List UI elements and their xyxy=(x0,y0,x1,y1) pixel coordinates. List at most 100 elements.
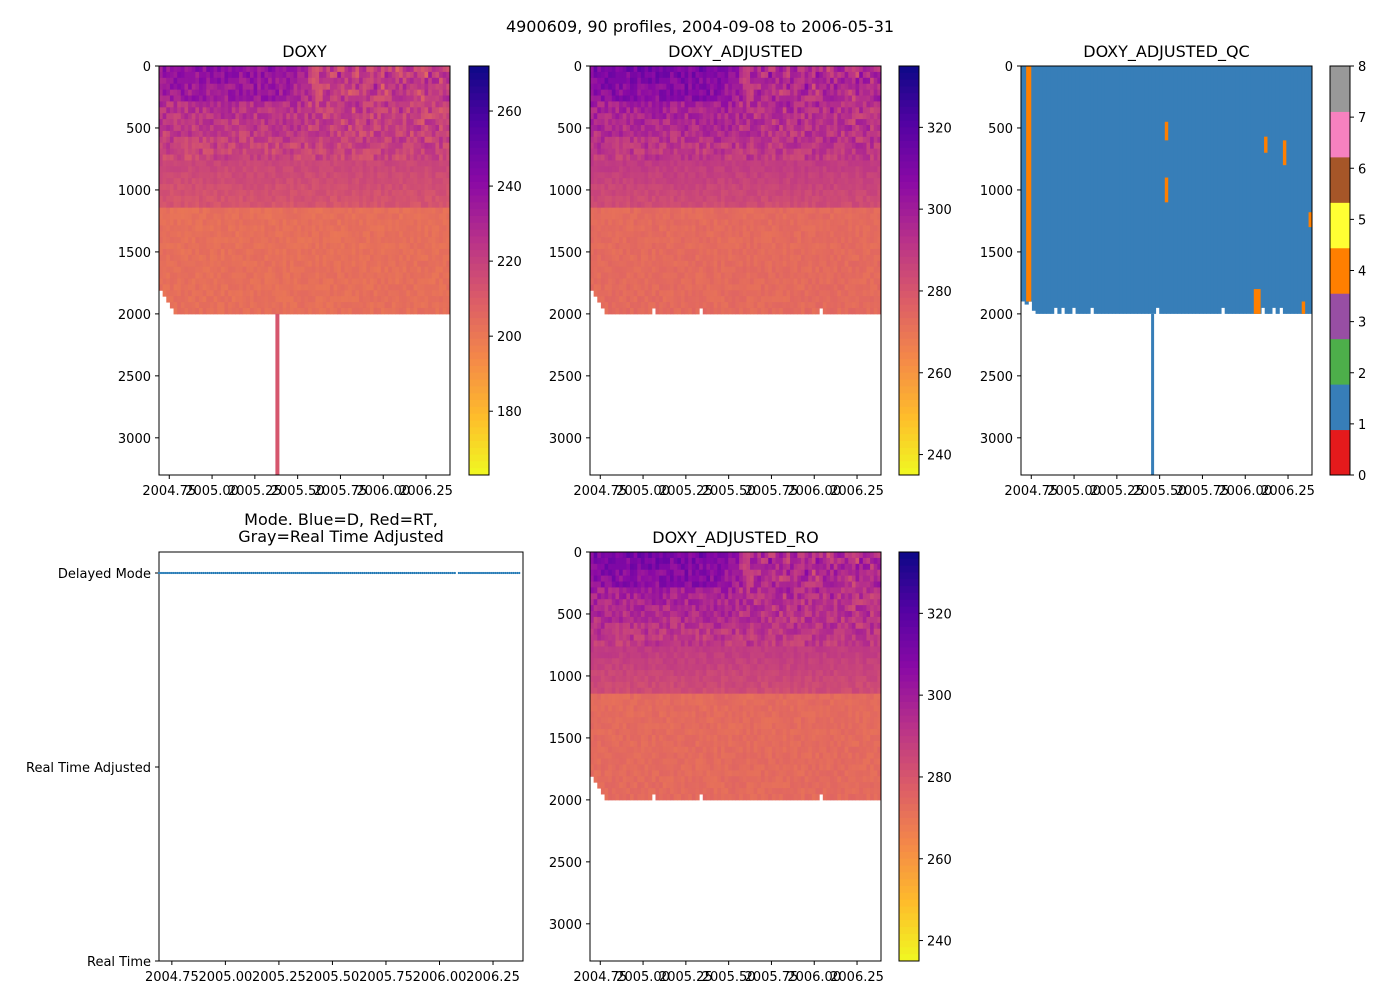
heatmap-cell xyxy=(615,101,620,108)
heatmap-cell xyxy=(435,172,440,179)
heatmap-cell xyxy=(188,119,193,126)
heatmap-cell xyxy=(597,178,602,185)
heatmap-cell xyxy=(710,290,715,297)
heatmap-cell xyxy=(311,266,316,274)
heatmap-cell xyxy=(199,160,204,167)
heatmap-cell xyxy=(699,290,704,297)
heatmap-cell xyxy=(177,195,182,203)
heatmap-cell xyxy=(677,260,682,268)
heatmap-cell xyxy=(406,95,411,102)
heatmap-cell xyxy=(600,195,606,203)
heatmap-cell xyxy=(420,189,426,197)
heatmap-cell xyxy=(677,213,682,220)
heatmap-cell xyxy=(366,207,371,215)
heatmap-cell xyxy=(348,195,353,203)
heatmap-cell xyxy=(337,307,342,315)
heatmap-cell xyxy=(351,307,356,315)
colorbar-band xyxy=(469,400,489,408)
heatmap-cell xyxy=(695,225,700,232)
heatmap-cell xyxy=(424,77,429,85)
heatmap-cell xyxy=(446,101,451,108)
heatmap-cell xyxy=(329,125,335,132)
heatmap-cell xyxy=(446,172,451,179)
heatmap-cell xyxy=(257,77,262,85)
heatmap-cell xyxy=(268,89,273,97)
heatmap-cell xyxy=(637,107,642,114)
heatmap-cell xyxy=(209,166,215,173)
heatmap-cell xyxy=(268,195,273,203)
heatmap-cell xyxy=(340,136,346,144)
heatmap-cell xyxy=(220,66,225,73)
heatmap-cell xyxy=(644,77,649,85)
heatmap-cell xyxy=(304,248,309,256)
heatmap-cell xyxy=(286,71,291,79)
heatmap-cell xyxy=(188,95,193,102)
heatmap-cell xyxy=(706,302,711,309)
heatmap-cell xyxy=(195,178,200,185)
colorbar-band xyxy=(469,427,489,435)
heatmap-cell xyxy=(271,201,276,209)
heatmap-cell xyxy=(637,260,642,268)
heatmap-cell xyxy=(630,130,635,138)
heatmap-cell xyxy=(304,125,309,132)
heatmap-cell xyxy=(590,248,595,256)
heatmap-cell xyxy=(326,231,331,238)
heatmap-cell xyxy=(435,231,440,238)
heatmap-cell xyxy=(242,254,247,262)
heatmap-cell xyxy=(695,77,700,85)
heatmap-cell xyxy=(217,77,222,85)
colorbar-band xyxy=(469,277,489,285)
heatmap-cell xyxy=(439,225,444,232)
heatmap-cell xyxy=(662,296,667,303)
heatmap-cell xyxy=(417,77,422,85)
heatmap-cells-doxy xyxy=(159,66,451,475)
heatmap-cell xyxy=(626,101,631,108)
heatmap-cell xyxy=(333,148,338,156)
heatmap-cell xyxy=(173,71,178,79)
heatmap-cell xyxy=(300,107,305,114)
heatmap-cell xyxy=(217,266,222,274)
heatmap-cell xyxy=(611,248,616,256)
heatmap-cell xyxy=(340,83,346,91)
heatmap-cell xyxy=(260,278,265,285)
heatmap-cell xyxy=(304,213,309,220)
heatmap-cell xyxy=(680,195,686,203)
heatmap-cell xyxy=(395,195,400,203)
heatmap-cell xyxy=(169,243,175,250)
heatmap-cell xyxy=(271,307,276,315)
heatmap-cell xyxy=(439,302,444,309)
heatmap-cell xyxy=(611,89,616,97)
heatmap-cell xyxy=(373,307,378,315)
heatmap-cell xyxy=(630,172,635,179)
heatmap-cell xyxy=(242,248,247,256)
heatmap-cell xyxy=(680,113,686,120)
heatmap-cell xyxy=(355,231,360,238)
heatmap-cell xyxy=(446,213,451,220)
heatmap-cell xyxy=(662,207,667,215)
heatmap-cell xyxy=(257,290,262,297)
heatmap-cell xyxy=(304,272,309,279)
heatmap-cell xyxy=(691,142,696,150)
heatmap-cell xyxy=(717,243,722,250)
heatmap-cell xyxy=(177,172,182,179)
heatmap-cell xyxy=(159,130,164,138)
heatmap-cell xyxy=(177,77,182,85)
heatmap-cell xyxy=(633,225,638,232)
heatmap-cell xyxy=(264,184,269,191)
heatmap-cell xyxy=(188,71,193,79)
heatmap-cell xyxy=(166,195,171,203)
heatmap-cell xyxy=(377,201,382,209)
heatmap-cell xyxy=(644,278,649,285)
heatmap-cell xyxy=(275,237,280,244)
heatmap-cell xyxy=(308,89,313,97)
heatmap-cell xyxy=(340,184,346,191)
heatmap-cell xyxy=(282,237,287,244)
heatmap-cell xyxy=(209,107,215,114)
heatmap-cell xyxy=(626,148,631,156)
heatmap-cell xyxy=(300,237,305,244)
heatmap-cell xyxy=(249,184,255,191)
heatmap-cell xyxy=(257,136,262,144)
heatmap-cell xyxy=(333,119,338,126)
heatmap-cell xyxy=(359,77,364,85)
heatmap-cell xyxy=(289,136,295,144)
